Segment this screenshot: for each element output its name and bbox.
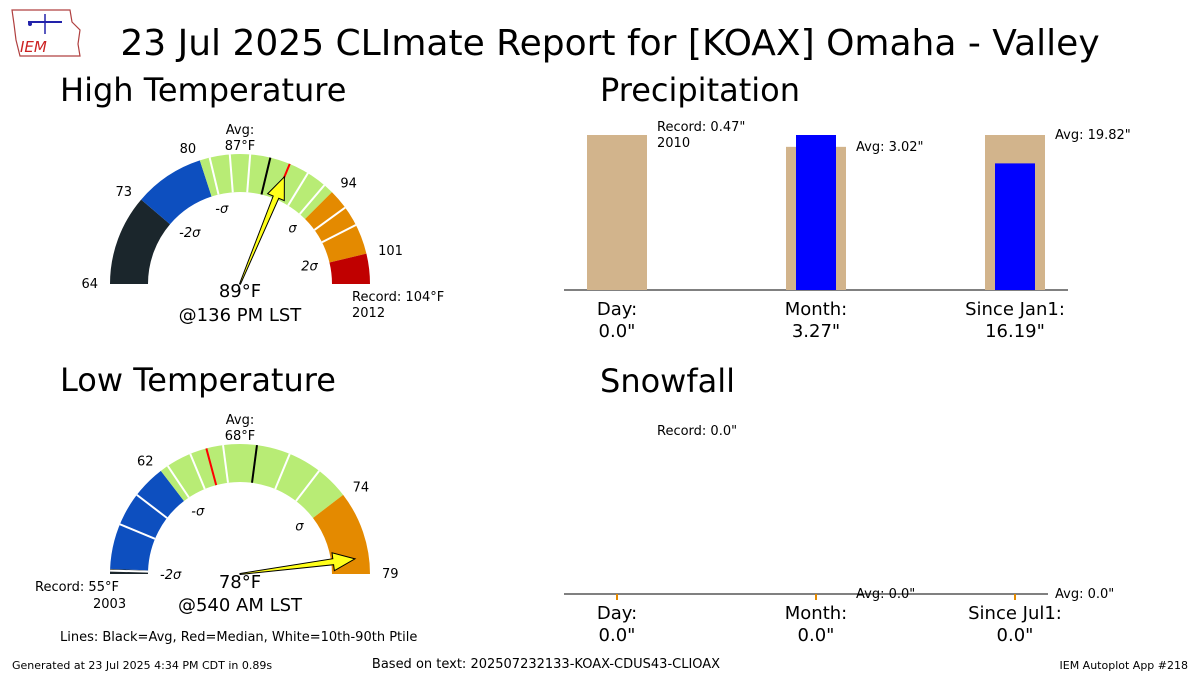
gauge-band-0 xyxy=(110,199,171,284)
tick-label-4: 101 xyxy=(378,244,403,259)
low-observed-time: @540 AM LST xyxy=(178,595,303,616)
precip-bar-chart: Record: 0.47" 2010 Avg: 3.02" Avg: 19.82… xyxy=(564,120,1131,342)
high-record-year: 2012 xyxy=(352,306,385,321)
footer-generated: Generated at 23 Jul 2025 4:34 PM CDT in … xyxy=(12,659,272,672)
percentile-line-1 xyxy=(228,154,234,193)
precip-category-season: Since Jan1: xyxy=(965,299,1065,320)
precip-category-month: Month: xyxy=(785,299,847,320)
high-avg-label: Avg: xyxy=(226,123,254,138)
snow-annotation-season: Avg: 0.0" xyxy=(1055,587,1114,602)
footer-based-on: Based on text: 202507232133-KOAX-CDUS43-… xyxy=(372,657,720,672)
low-temp-gauge: Avg: 68°F 78°F @540 AM LST Record: 55°F … xyxy=(35,413,399,616)
precip-value-day: 0.0" xyxy=(599,321,636,342)
tick-label-3: 94 xyxy=(340,177,357,192)
low-observed-value: 78°F xyxy=(219,572,261,593)
percentile-line-5 xyxy=(222,444,229,483)
snow-category-season: Since Jul1: xyxy=(968,603,1062,624)
percentile-line-7 xyxy=(295,470,320,502)
percentile-line-5 xyxy=(313,206,346,231)
percentile-line-0 xyxy=(110,569,149,573)
snow-category-month: Month: xyxy=(785,603,847,624)
gauge-band-1 xyxy=(110,470,184,571)
snow-value-season: 0.0" xyxy=(997,625,1034,646)
percentile-line-3 xyxy=(287,172,309,207)
page-title: 23 Jul 2025 CLImate Report for [KOAX] Om… xyxy=(120,23,1099,64)
high-temp-gauge: Avg: 87°F 89°F @136 PM LST Record: 104°F… xyxy=(81,123,444,326)
precip-annotation-day: Record: 0.47" xyxy=(657,120,745,135)
tick-label-2: 79 xyxy=(382,567,399,582)
high-observed-value: 89°F xyxy=(219,281,261,302)
low-avg-value: 68°F xyxy=(225,429,256,444)
percentile-line-3 xyxy=(166,465,190,499)
tick-label-0: 64 xyxy=(81,277,98,292)
precip-annotation-season: Avg: 19.82" xyxy=(1055,128,1131,143)
snow-value-day: 0.0" xyxy=(599,625,636,646)
low-record-label: Record: 55°F xyxy=(35,580,119,595)
snow-category-day: Day: xyxy=(597,603,637,624)
low-avg-label: Avg: xyxy=(226,413,254,428)
high-temp-title: High Temperature xyxy=(60,71,346,109)
low-record-year: 2003 xyxy=(93,597,126,612)
legend-note: Lines: Black=Avg, Red=Median, White=10th… xyxy=(60,630,417,645)
precip-annotation-month: Avg: 3.02" xyxy=(856,140,924,155)
observed-bar-0 xyxy=(796,135,836,290)
snowfall-bar-chart: Record: 0.0" Avg: 0.0" Avg: 0.0" Day: 0.… xyxy=(564,424,1114,646)
gauge-band-4 xyxy=(329,253,370,284)
sigma-label-0: -σ xyxy=(215,202,229,217)
sigma-label-2: σ xyxy=(288,221,297,236)
high-observed-time: @136 PM LST xyxy=(179,305,303,326)
gauge-band-3 xyxy=(305,192,367,263)
tick-label-1: 74 xyxy=(353,481,370,496)
average-line xyxy=(260,157,272,195)
snow-value-month: 0.0" xyxy=(798,625,835,646)
percentile-line-2 xyxy=(246,154,252,193)
gauge-band-1 xyxy=(141,160,212,225)
low-temp-title: Low Temperature xyxy=(60,361,336,399)
tick-label-0: 62 xyxy=(137,454,154,469)
snowfall-title: Snowfall xyxy=(600,362,735,400)
sigma-label-1: -2σ xyxy=(179,226,201,241)
tick-label-1: 73 xyxy=(115,185,132,200)
sigma-label-3: 2σ xyxy=(301,259,318,274)
percentile-line-6 xyxy=(321,224,357,244)
gauge-band-2 xyxy=(199,153,332,219)
precip-value-month: 3.27" xyxy=(792,321,840,342)
precip-value-season: 16.19" xyxy=(985,321,1045,342)
sigma-label-0: -σ xyxy=(191,505,205,520)
median-line xyxy=(205,448,218,486)
iem-logo: IEM xyxy=(11,9,81,57)
footer-app: IEM Autoplot App #218 xyxy=(1060,659,1189,672)
percentile-line-1 xyxy=(119,523,156,540)
precip-annotation-year: 2010 xyxy=(657,136,690,151)
percentile-line-6 xyxy=(274,453,291,490)
observed-needle xyxy=(239,552,357,576)
gauge-band-3 xyxy=(312,494,370,574)
average-line xyxy=(251,444,258,483)
snow-annotation-month: Avg: 0.0" xyxy=(856,587,915,602)
precip-title: Precipitation xyxy=(600,71,800,109)
observed-bar-0 xyxy=(995,163,1035,290)
snow-annotation-day: Record: 0.0" xyxy=(657,424,737,439)
percentile-line-2 xyxy=(136,494,168,519)
precip-category-day: Day: xyxy=(597,299,637,320)
high-avg-value: 87°F xyxy=(225,139,256,154)
sigma-label-1: -2σ xyxy=(160,568,182,583)
logo-text: IEM xyxy=(20,38,47,56)
observed-needle xyxy=(238,175,285,285)
tick-label-2: 80 xyxy=(180,142,197,157)
high-record-label: Record: 104°F xyxy=(352,290,444,305)
percentile-line-4 xyxy=(298,184,326,215)
percentile-line-4 xyxy=(189,453,206,490)
background-bar-0 xyxy=(587,135,647,290)
sigma-label-2: σ xyxy=(295,519,304,534)
percentile-line-0 xyxy=(208,157,220,195)
